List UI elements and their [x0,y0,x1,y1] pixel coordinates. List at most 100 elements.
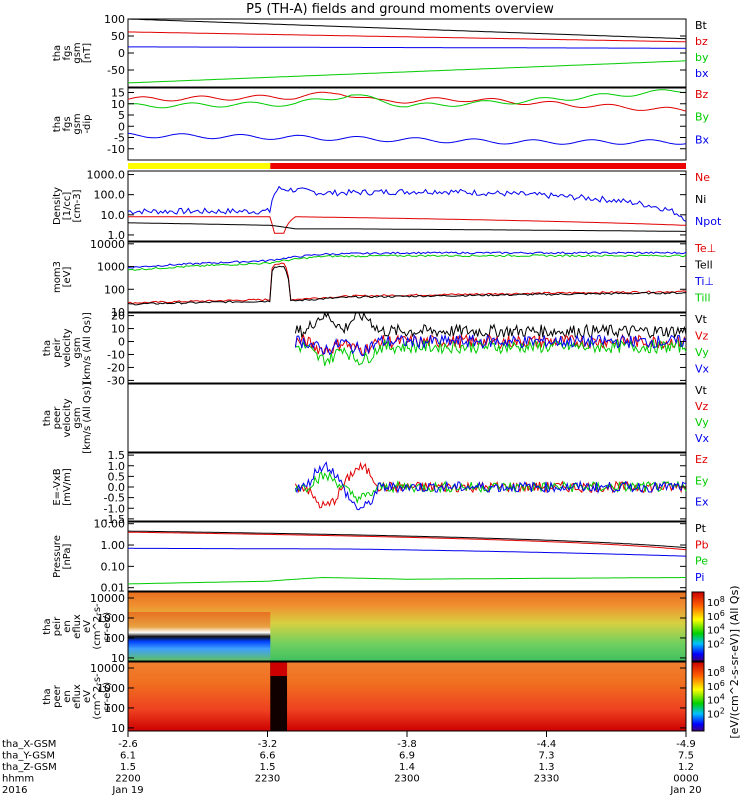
colorbar-tick: 102 [707,706,725,720]
x-tick-label: Jan 19 [111,785,143,796]
series-by [127,60,687,84]
panel-frame [127,241,687,313]
y-axis-label: en [62,620,73,633]
legend-Pe: Pe [695,555,708,568]
x-tick-label: 1.2 [678,762,694,773]
y-tick-label: 10.00 [94,518,126,531]
y-axis-label: velocity [62,328,73,367]
x-tick-label: 6.6 [260,751,276,762]
series-Pe [128,576,686,585]
y-axis-label: gsm [72,407,83,428]
y-tick-label: 0.01 [101,582,126,595]
y-axis-label: (cm^2-s- [92,673,103,720]
series-Pb [128,531,687,551]
series-Bx [127,132,687,145]
series-Till [127,254,687,271]
legend-Ti⊥: Ti⊥ [694,275,714,288]
series-Tell [127,265,687,306]
series-bz [127,31,687,43]
y-axis-label: eV [82,690,93,703]
spectrogram-gap [270,662,288,731]
series-Npot [127,185,687,222]
y-axis-label: mom3 [52,261,63,293]
legend-by: by [695,51,709,64]
panel-frame [127,170,687,242]
y-tick-label: 10 [111,306,125,319]
legend-Till: Till [694,292,711,305]
x-tick-label: 0000 [673,774,698,785]
series-Te⊥ [127,262,687,305]
x-tick-label: -4.9 [676,739,696,750]
y-axis-label: tha [52,116,63,132]
y-tick-label: -1.0 [104,502,125,515]
y-axis-label: sr-eV) [102,682,113,711]
y-tick-label: 100 [104,702,125,715]
x-tick-label: 7.3 [539,751,555,762]
x-tick-label: -2.6 [118,739,138,750]
legend-bz: bz [695,35,708,48]
y-axis-label: tha [52,45,63,61]
panel-frame [127,521,687,592]
y-tick-label: 0.5 [108,470,126,483]
y-axis-label: (cm^2-s- [92,603,103,650]
status-bar [128,163,686,169]
legend-Npot: Npot [695,215,722,228]
y-tick-label: 50 [111,30,125,43]
y-axis-label: [eV] [62,267,73,288]
y-tick-label: 10000 [90,238,125,251]
y-axis-label: fgs [62,45,73,60]
series-Ex [294,461,687,511]
y-axis-label: [nPa] [62,543,73,569]
y-tick-label: -10 [107,143,125,156]
x-tick-label: Jan 20 [669,785,701,796]
y-axis-label: eflux [72,684,83,709]
x-axis-row-label: tha_X-GSM [2,739,56,750]
x-axis-row-label: tha_Y-GSM [2,751,55,762]
series-Ne [128,216,687,234]
colorbar-tick: 106 [707,679,725,693]
y-tick-label: -30 [107,374,125,387]
y-axis-label: gsm [72,42,83,63]
y-axis-label: [km/s (All Qs)] [82,312,93,384]
y-tick-label: 10 [111,652,125,665]
y-tick-label: 0 [118,120,125,133]
spectrogram-region [128,612,271,661]
y-axis-label: sr-eV) [102,612,113,641]
x-axis-row-label: hhmm [2,774,34,785]
y-tick-label: 15 [111,87,125,100]
series-Vx [294,333,687,357]
x-tick-label: 1.4 [399,762,415,773]
y-tick-label: 1000 [97,261,125,274]
panel-p8: 10.00 1.00 0.10 0.01 Pressure [nPa] Pt Pb Pe Pi [52,518,709,595]
y-axis-label: [mV/m] [62,468,73,506]
series-Ti⊥ [127,251,687,269]
legend-Vt: Vt [695,313,708,326]
series-Vt [294,311,687,339]
y-tick-label: 100 [104,283,125,296]
y-tick-label: -50 [107,64,125,77]
series-Ni [127,222,686,232]
y-tick-label: 100.0 [94,189,126,202]
y-axis-label: fgs [62,116,73,131]
y-tick-label: 10000 [90,662,125,675]
y-axis-label: [cm-3] [72,189,83,222]
panel-frame [127,383,687,453]
y-tick-label: 10 [111,722,125,735]
panel-frame [127,312,687,384]
x-tick-label: 2200 [115,774,140,785]
legend-Vx: Vx [695,432,710,445]
series-Pt [128,530,687,549]
y-axis-label: velocity [62,398,73,437]
colorbar-tick: 108 [707,595,725,609]
panel-p9: 10000 1000 100 10 tha peir en eflux eV (cm^2-s-sr… [42,591,725,665]
x-tick-label: 1.5 [120,762,136,773]
x-tick-label: 2300 [394,774,419,785]
y-tick-label: -10 [107,348,125,361]
panel-frame [127,591,687,662]
x-tick-label: 6.1 [120,751,136,762]
y-tick-label: 100 [104,632,125,645]
spectrogram-gap-top [270,662,288,676]
